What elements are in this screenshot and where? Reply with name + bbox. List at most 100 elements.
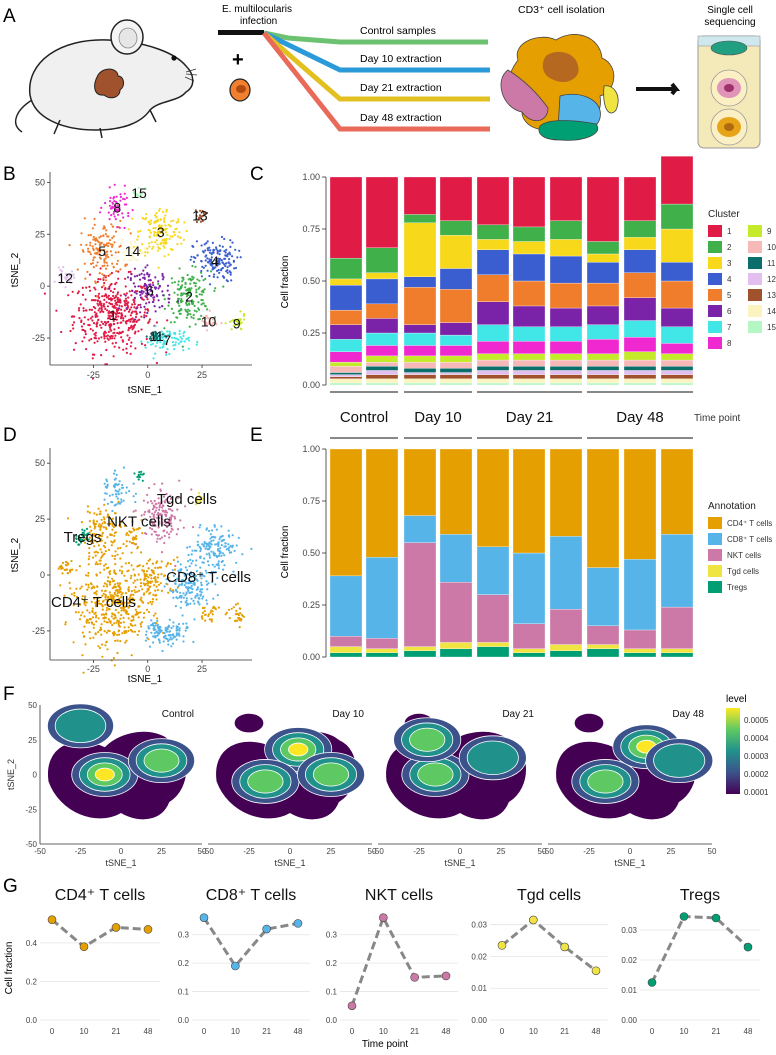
annotation-point <box>152 614 155 617</box>
cluster-label-1: 1 <box>109 307 117 323</box>
annotation-point <box>137 478 140 481</box>
cluster-point <box>94 337 98 340</box>
bar-segment-Tgd cells <box>403 646 437 651</box>
annotation-point <box>114 483 117 486</box>
annotation-point <box>164 634 167 637</box>
annotation-point <box>211 563 214 566</box>
annotation-point <box>169 589 172 592</box>
density-x-tick: -25 <box>583 847 595 856</box>
annotation-point <box>132 593 135 596</box>
annotation-point <box>181 578 184 582</box>
cluster-point <box>112 212 115 215</box>
cluster-point <box>195 214 198 218</box>
cluster-point <box>148 318 151 321</box>
cluster-point <box>88 273 92 276</box>
bar-segment-Tregs <box>623 652 657 658</box>
annotation-point <box>83 529 86 532</box>
cluster-point <box>148 245 151 248</box>
annotation-point <box>64 621 67 624</box>
annotation-point <box>125 545 128 548</box>
cluster-point <box>100 336 103 339</box>
lane-day21 <box>262 31 490 102</box>
cluster-point <box>229 253 232 256</box>
annotation-point <box>97 507 100 510</box>
annotation-point <box>158 516 161 520</box>
cluster-point <box>179 340 182 343</box>
annotation-point <box>178 583 181 586</box>
annotation-point <box>190 488 193 491</box>
cluster-point <box>172 219 175 222</box>
annotation-point <box>117 490 120 493</box>
cluster-point <box>138 318 141 321</box>
cluster-point <box>127 329 130 332</box>
density-y-tick: 25 <box>28 736 37 745</box>
annotation-point <box>116 502 119 505</box>
cluster-point <box>111 205 114 208</box>
cluster-point <box>104 257 107 260</box>
bar-segment-11 <box>329 372 363 375</box>
x-tick-label: 48 <box>744 1027 753 1036</box>
x-tick-label: 48 <box>144 1027 153 1036</box>
cluster-point <box>138 252 141 256</box>
cluster-point <box>91 262 94 265</box>
cluster-point <box>131 209 134 212</box>
annotation-point <box>152 505 156 509</box>
cluster-point <box>124 254 127 257</box>
annotation-point <box>202 561 205 564</box>
annotation-point <box>209 611 212 614</box>
annotation-point <box>59 584 62 587</box>
cluster-point <box>152 357 155 360</box>
annotation-point <box>114 512 117 515</box>
cluster-point <box>164 241 167 244</box>
annotation-point <box>95 620 98 623</box>
cluster-point <box>211 268 214 271</box>
cluster-point <box>158 207 161 210</box>
annotation-label-1: NKT cells <box>107 513 171 530</box>
cluster-point <box>170 220 173 223</box>
annotation-point <box>117 629 121 632</box>
annotation-point <box>179 606 182 609</box>
cluster-point <box>195 218 198 221</box>
annotation-point <box>131 615 134 618</box>
cluster-point <box>200 259 203 263</box>
bar-segment-7 <box>403 332 437 346</box>
annotation-point <box>137 616 140 619</box>
cluster-point <box>168 330 171 333</box>
cluster-point <box>156 340 159 343</box>
cluster-point <box>214 259 217 262</box>
cluster-point <box>160 335 164 338</box>
annotation-point <box>210 529 214 532</box>
cluster-point <box>125 347 128 350</box>
cluster-point <box>145 289 148 292</box>
annotation-point <box>231 546 234 549</box>
annotation-point <box>154 635 157 638</box>
cluster-point <box>155 338 158 341</box>
cluster-point <box>116 259 119 262</box>
cluster-point <box>90 308 93 311</box>
annotation-point <box>135 535 138 538</box>
annotation-point <box>83 598 86 602</box>
cluster-point <box>141 243 144 246</box>
annotation-point <box>169 494 172 497</box>
density-y-tick: -50 <box>25 840 37 849</box>
cluster-point <box>195 240 198 243</box>
annotation-point <box>112 598 115 601</box>
bar-segment-1 <box>512 176 546 228</box>
annotation-point <box>188 545 191 548</box>
cluster-point <box>202 291 205 294</box>
cluster-point <box>118 301 121 304</box>
density-contour <box>247 769 284 794</box>
annotation-point <box>169 497 172 500</box>
annotation-point <box>101 532 104 535</box>
annotation-point <box>171 514 174 518</box>
cluster-point <box>202 302 205 305</box>
cluster-point <box>209 270 213 273</box>
cluster-label-5: 5 <box>98 243 106 259</box>
annotation-point <box>200 577 203 580</box>
cluster-point <box>133 275 136 278</box>
annotation-point <box>165 511 169 514</box>
cluster-point <box>165 351 168 354</box>
annotation-point <box>140 470 143 473</box>
cluster-point <box>73 348 76 351</box>
cluster-point <box>182 278 185 281</box>
